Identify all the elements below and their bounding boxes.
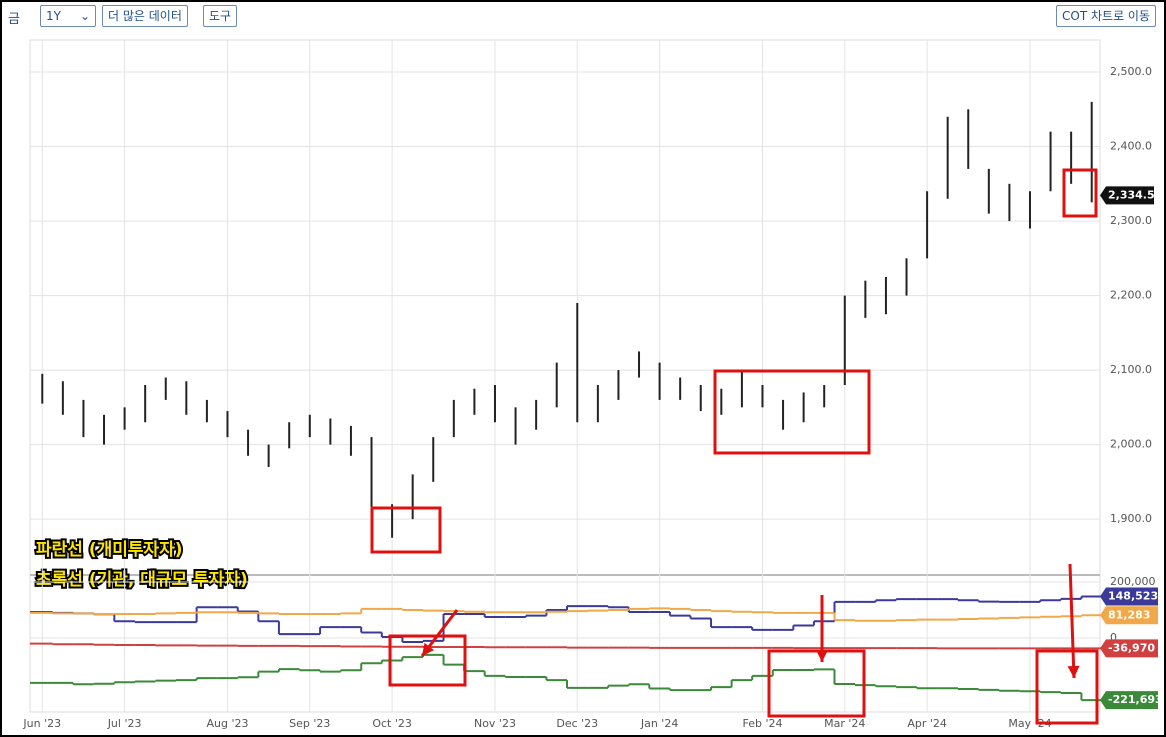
annotation: 파란선 (개미투자자) [36, 540, 183, 560]
cot-line [30, 607, 1102, 622]
y-tick-label: 2,000.0 [1110, 438, 1152, 451]
annotation: 초록선 (기관, 대규모 투자자) [36, 570, 248, 590]
x-tick-label: May '24 [1008, 717, 1051, 730]
plot-frame [29, 39, 1101, 713]
x-tick-label: Oct '23 [372, 717, 412, 730]
cot-value-tag [1100, 639, 1158, 658]
highlight-box [1035, 649, 1099, 725]
cot-line [30, 653, 1102, 702]
cot-value-tag [1100, 587, 1158, 606]
cot-value-tag [1100, 691, 1158, 710]
y-tick-label: 2,300.0 [1110, 214, 1152, 227]
x-tick-label: Dec '23 [556, 717, 598, 730]
more-data-button[interactable]: 더 많은 데이터 [102, 5, 188, 27]
highlight-box [370, 506, 442, 554]
cot-line [30, 595, 1102, 643]
dropdown-caret: ⌄ [79, 9, 90, 23]
cot-button[interactable]: COT 차트로 이동 [1056, 5, 1156, 27]
y2-tick-label: 0 [1110, 631, 1117, 644]
arrow-shaft [1068, 563, 1076, 679]
tools-button[interactable]: 도구 [203, 5, 238, 27]
cot-value-tag [1100, 606, 1158, 625]
y-tick-label: 2,200.0 [1110, 289, 1152, 302]
highlight-box [388, 634, 467, 687]
x-tick-label: Jan '24 [640, 717, 678, 730]
x-tick-label: Feb '24 [742, 717, 782, 730]
cot-value-label: 148,523 [1108, 589, 1158, 602]
x-tick-label: Jul '23 [107, 717, 142, 730]
period-text: 1Y [46, 9, 61, 23]
x-tick-label: Nov '23 [474, 717, 516, 730]
cot-value-label: -221,693 [1108, 693, 1163, 706]
highlight-box [1062, 168, 1098, 218]
y-tick-label: 1,900.0 [1110, 512, 1152, 525]
x-tick-label: Jun '23 [22, 717, 61, 730]
cot-line [30, 642, 1102, 650]
cot-value-label: -36,970 [1108, 641, 1155, 654]
period-select[interactable]: 1Y ⌄ [40, 5, 96, 27]
cot-value-label: 81,283 [1108, 608, 1150, 621]
last-price-tag [1100, 186, 1154, 205]
arrow-head [422, 642, 435, 656]
x-tick-label: Apr '24 [907, 717, 947, 730]
x-tick-label: Mar '24 [824, 717, 865, 730]
asset-label: 금 [8, 12, 20, 27]
y2-tick-label: 200,000 [1110, 575, 1156, 588]
arrow-head [816, 650, 828, 662]
y-tick-label: 2,100.0 [1110, 363, 1152, 376]
last-price-label: 2,334.5 [1108, 188, 1155, 201]
arrow-head [1067, 665, 1080, 678]
highlight-box [713, 369, 871, 455]
x-tick-label: Sep '23 [289, 717, 330, 730]
y-tick-label: 2,500.0 [1110, 65, 1152, 78]
x-tick-label: Aug '23 [206, 717, 248, 730]
y-tick-label: 2,400.0 [1110, 140, 1152, 153]
